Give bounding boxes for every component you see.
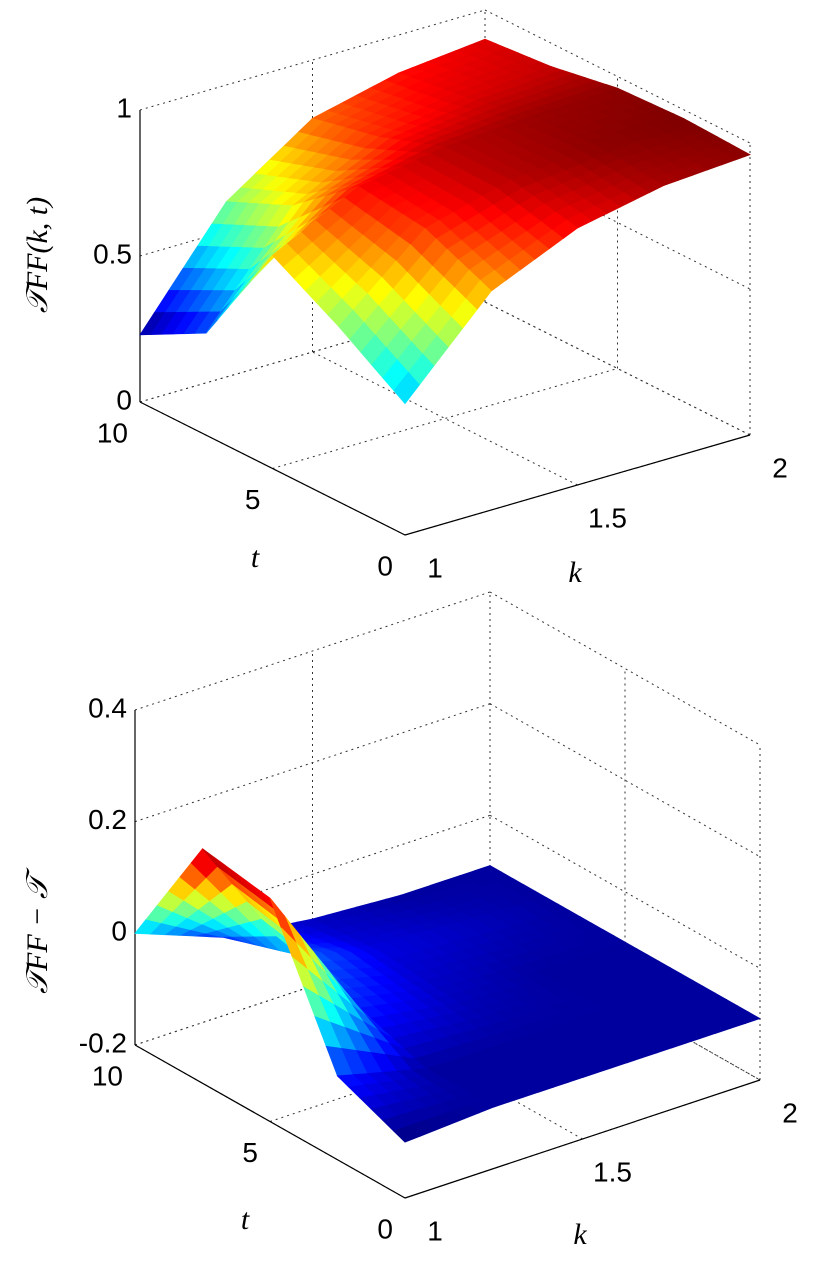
- t-tick-label: 5: [242, 1137, 258, 1168]
- t-tick-label: 0: [377, 1213, 393, 1244]
- z-tick-label: -0.2: [79, 1027, 127, 1058]
- k-axis-label: k: [573, 1218, 587, 1251]
- k-axis: [404, 434, 751, 536]
- z-tick-label: 0: [111, 916, 127, 947]
- grid-line: [134, 591, 491, 711]
- grid-line: [272, 368, 618, 469]
- surface-patch: [393, 371, 420, 405]
- z-axis-label: 𝒯FF(k, t): [21, 197, 54, 313]
- z-axis-label: 𝒯FF − 𝒯: [21, 867, 54, 994]
- grid-line: [489, 591, 761, 746]
- grid-line: [134, 703, 491, 823]
- grid-line: [484, 9, 751, 144]
- k-tick-label: 1: [427, 1215, 443, 1246]
- z-tick-label: 0.4: [88, 692, 127, 723]
- k-tick-label: 2: [782, 1097, 798, 1128]
- k-tick-label: 1: [427, 552, 443, 583]
- t-axis-label: t: [241, 1203, 250, 1236]
- surface-plot: -0.2 0 0.2 0.4 0 5 10 1 1.5 2 𝒯FF − 𝒯 t k: [21, 591, 798, 1251]
- z-tick-label: 0: [116, 384, 132, 415]
- t-tick-label: 10: [92, 1060, 123, 1091]
- surface-patch: [393, 1125, 421, 1143]
- grid-line: [489, 703, 761, 858]
- t-tick-label: 0: [377, 550, 393, 581]
- t-axis-label: t: [251, 541, 260, 574]
- t-axis: [134, 1044, 406, 1199]
- z-tick-label: 1: [116, 92, 132, 123]
- t-axis: [139, 401, 406, 536]
- k-axis: [404, 1079, 761, 1199]
- grid-line: [489, 814, 761, 969]
- grid-line: [489, 926, 761, 1081]
- t-tick-label: 10: [97, 417, 128, 448]
- k-tick-label: 2: [772, 452, 788, 483]
- grid-line: [312, 351, 578, 486]
- grid-line: [134, 814, 491, 934]
- k-axis-label: k: [568, 556, 582, 589]
- k-tick-label: 1.5: [593, 1156, 632, 1187]
- z-tick-label: 0.2: [88, 804, 127, 835]
- k-tick-label: 1.5: [588, 502, 627, 533]
- grid-line: [484, 301, 751, 436]
- t-tick-label: 5: [245, 484, 261, 515]
- z-tick-label: 0.5: [93, 238, 132, 269]
